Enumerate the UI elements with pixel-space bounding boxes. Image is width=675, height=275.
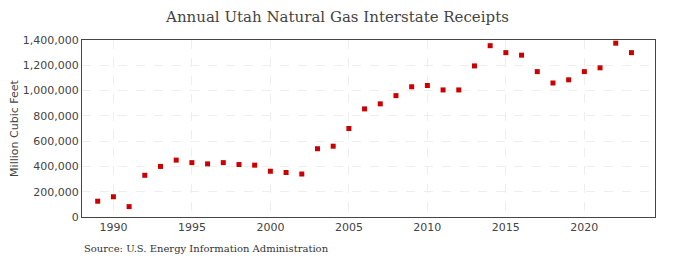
svg-text:2010: 2010 bbox=[413, 221, 441, 234]
svg-text:200,000: 200,000 bbox=[33, 186, 79, 199]
svg-text:1995: 1995 bbox=[178, 221, 206, 234]
svg-text:2000: 2000 bbox=[256, 221, 284, 234]
svg-text:2020: 2020 bbox=[570, 221, 598, 234]
svg-text:1,000,000: 1,000,000 bbox=[23, 84, 79, 97]
svg-text:Source: U.S. Energy Informatio: Source: U.S. Energy Information Administ… bbox=[84, 243, 329, 254]
svg-text:600,000: 600,000 bbox=[33, 135, 79, 148]
svg-text:400,000: 400,000 bbox=[33, 160, 79, 173]
svg-text:Annual Utah Natural Gas Inters: Annual Utah Natural Gas Interstate Recei… bbox=[165, 8, 509, 26]
svg-text:1990: 1990 bbox=[99, 221, 127, 234]
svg-text:0: 0 bbox=[72, 211, 79, 224]
svg-text:Million Cubic Feet: Million Cubic Feet bbox=[8, 79, 21, 176]
svg-text:2005: 2005 bbox=[335, 221, 363, 234]
svg-text:1,200,000: 1,200,000 bbox=[23, 59, 79, 72]
svg-text:1,400,000: 1,400,000 bbox=[23, 34, 79, 47]
svg-text:800,000: 800,000 bbox=[33, 110, 79, 123]
svg-text:2015: 2015 bbox=[492, 221, 520, 234]
